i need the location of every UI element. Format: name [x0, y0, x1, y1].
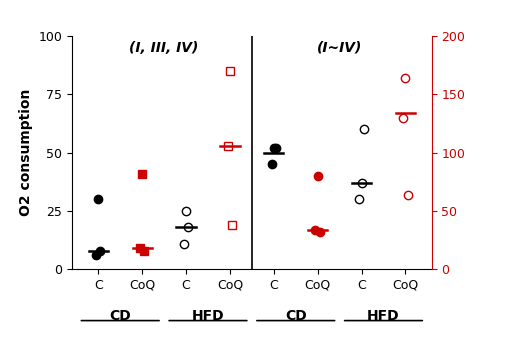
- Text: CD: CD: [285, 309, 307, 323]
- Y-axis label: O2 consumption: O2 consumption: [19, 89, 33, 216]
- Text: (I, III, IV): (I, III, IV): [130, 41, 199, 55]
- Text: (I~IV): (I~IV): [317, 41, 362, 55]
- Text: HFD: HFD: [192, 309, 224, 323]
- Text: HFD: HFD: [367, 309, 400, 323]
- Text: CD: CD: [109, 309, 131, 323]
